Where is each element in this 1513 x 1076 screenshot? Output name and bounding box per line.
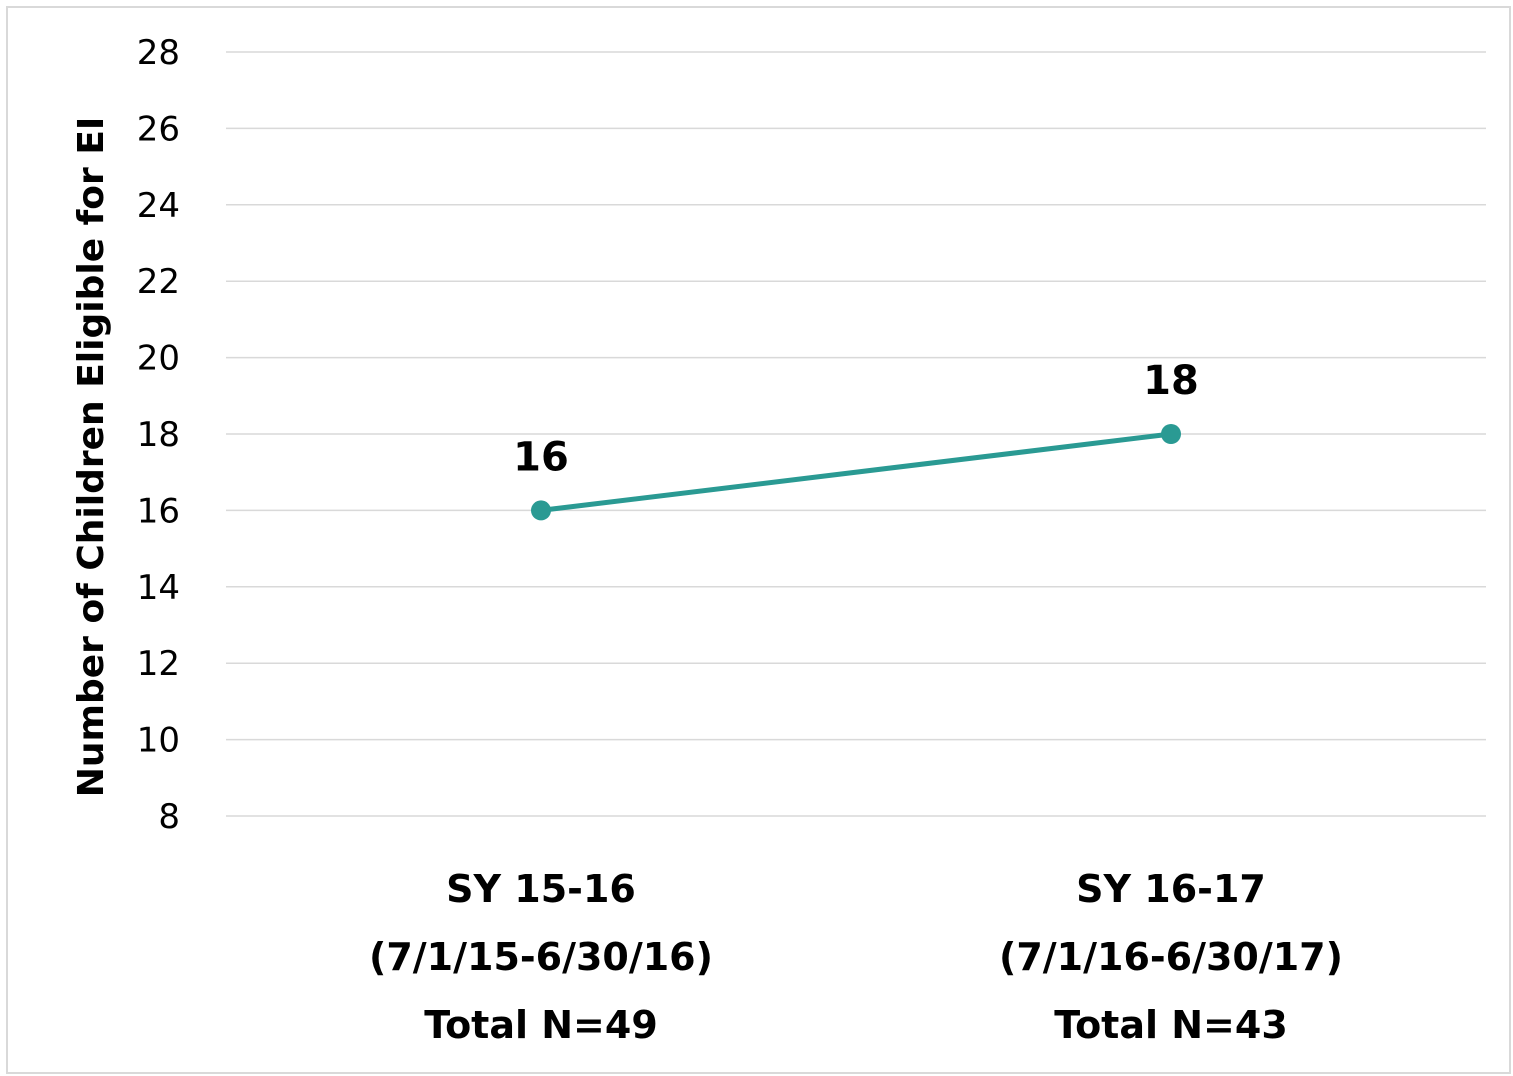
x-category-label-line: Total N=49 (424, 1003, 658, 1047)
y-tick-label: 8 (158, 797, 180, 837)
y-tick-label: 18 (137, 415, 180, 455)
y-tick-label: 24 (137, 186, 180, 226)
y-tick-label: 16 (137, 491, 180, 531)
y-tick-label: 22 (137, 262, 180, 302)
x-category-labels: SY 15-16 (7/1/15-6/30/16) Total N=49 SY 16-… (369, 867, 1343, 1047)
series-line (538, 431, 1174, 513)
x-category-label-line: (7/1/15-6/30/16) (369, 935, 713, 979)
y-tick-label: 26 (137, 109, 180, 149)
data-label: 18 (1143, 358, 1199, 404)
y-tick-label: 20 (137, 339, 180, 379)
chart-frame (6, 6, 1511, 1074)
y-tick-label: 10 (137, 721, 180, 761)
gridlines (226, 51, 1486, 817)
data-point (1161, 424, 1181, 444)
x-category-label-line: Total N=43 (1054, 1003, 1288, 1047)
x-category-label-line: (7/1/16-6/30/17) (999, 935, 1343, 979)
y-tick-label: 14 (137, 568, 180, 608)
data-label: 16 (513, 434, 569, 480)
y-axis-title: Number of Children Eligible for EI (71, 117, 112, 798)
x-category-label-line: SY 16-17 (1076, 867, 1266, 911)
data-point (531, 500, 551, 521)
y-tick-label: 28 (137, 33, 180, 73)
x-category-label: SY 15-16 (7/1/15-6/30/16) Total N=49 (369, 867, 713, 1047)
x-category-label-line: SY 15-16 (446, 867, 636, 911)
y-tick-label: 12 (137, 644, 180, 684)
y-tick-labels: 8 10 12 14 16 18 20 22 24 26 28 (137, 33, 180, 837)
x-category-label: SY 16-17 (7/1/16-6/30/17) Total N=43 (999, 867, 1343, 1047)
